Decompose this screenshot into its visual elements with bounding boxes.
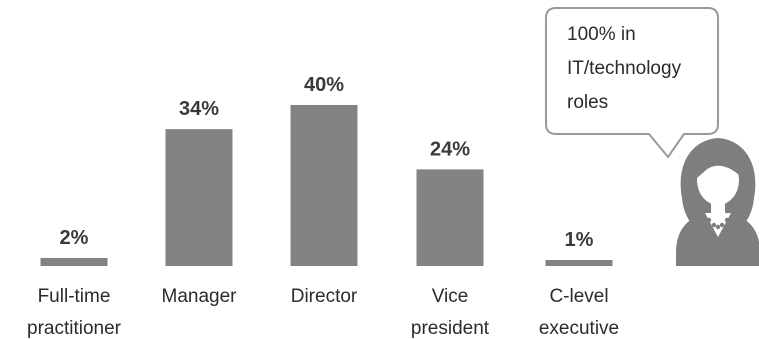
category-label-4-line-1: executive bbox=[539, 318, 619, 339]
bars-group bbox=[41, 105, 613, 266]
bubble-line-2: IT/technology bbox=[567, 58, 682, 79]
speech-bubble: 100% in IT/technology roles bbox=[546, 8, 718, 157]
category-label-1-line-0: Manager bbox=[162, 286, 238, 307]
value-label-1: 34% bbox=[179, 98, 219, 120]
value-label-0: 2% bbox=[60, 227, 89, 249]
category-label-0-line-1: practitioner bbox=[27, 318, 122, 339]
bar-2 bbox=[291, 105, 358, 266]
value-label-2: 40% bbox=[304, 74, 344, 96]
bar-1 bbox=[166, 129, 233, 266]
category-labels-group: Full-time practitioner Manager Director Vice… bbox=[27, 286, 619, 339]
bubble-line-1: 100% in bbox=[567, 24, 636, 45]
category-label-3-line-1: president bbox=[411, 318, 490, 339]
category-label-0-line-0: Full-time bbox=[38, 286, 111, 307]
bar-0 bbox=[41, 258, 108, 266]
bar-4 bbox=[546, 260, 613, 266]
category-label-3-line-0: Vice bbox=[432, 286, 469, 307]
category-label-4-line-0: C-level bbox=[549, 286, 608, 307]
category-label-2-line-0: Director bbox=[291, 286, 358, 307]
value-label-4: 1% bbox=[565, 229, 594, 251]
person-icon bbox=[676, 138, 759, 266]
value-label-3: 24% bbox=[430, 138, 470, 160]
bubble-line-3: roles bbox=[567, 92, 608, 113]
person-neck bbox=[711, 202, 725, 214]
bar-3 bbox=[417, 169, 484, 266]
